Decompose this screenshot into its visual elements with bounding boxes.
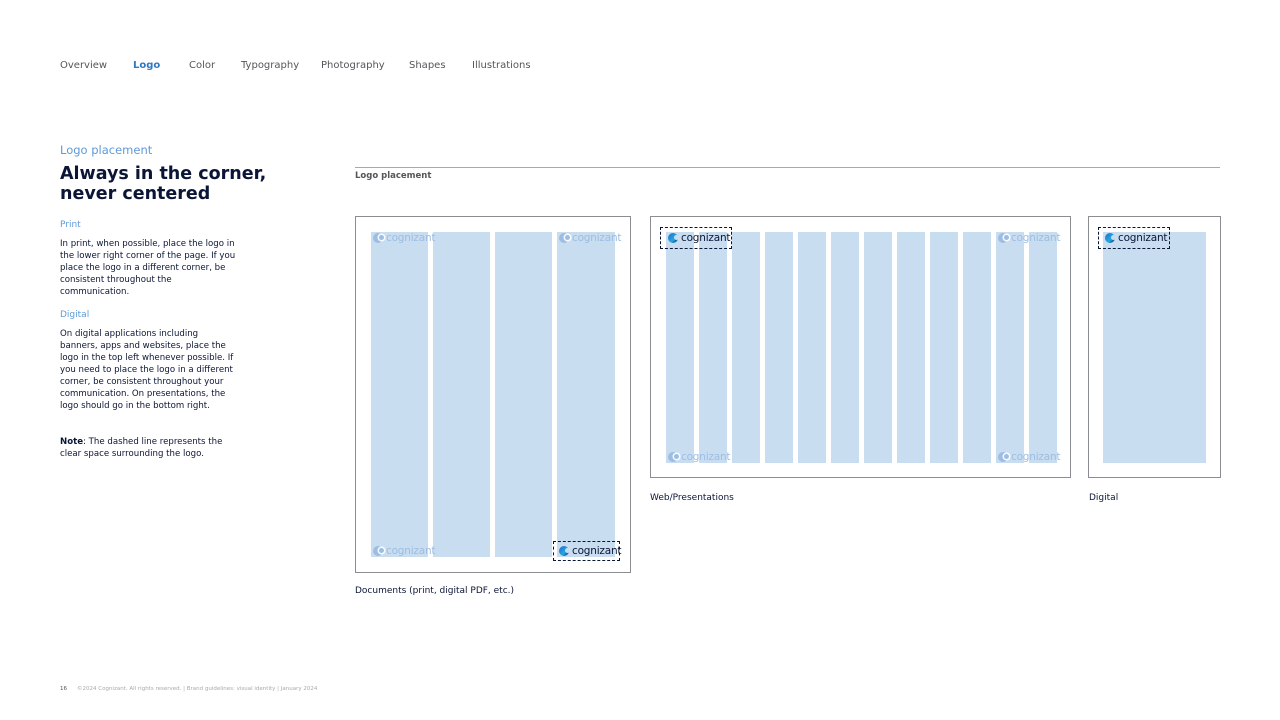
cognizant-logo-icon [668,452,679,462]
ghost-logo-bottom-left: cognizant [373,545,436,557]
clear-space-box [1098,227,1170,249]
ghost-logo-bottom-right: cognizant [998,451,1061,463]
digital-heading: Digital [60,310,90,320]
ghost-logo-top-left: cognizant [373,232,436,244]
grid-column [557,232,615,557]
grid-column [798,232,826,463]
web-caption: Web/Presentations [650,493,734,503]
footer-text: ©2024 Cognizant. All rights reserved. | … [77,686,318,692]
cognizant-logo-icon [998,452,1009,462]
ghost-logo-top-right: cognizant [559,232,622,244]
cognizant-logo-icon [373,233,384,243]
nav-illustrations[interactable]: Illustrations [472,60,531,71]
documents-caption: Documents (print, digital PDF, etc.) [355,586,515,596]
print-text: In print, when possible, place the logo … [60,239,236,297]
grid-column [765,232,793,463]
print-heading: Print [60,220,81,230]
logo-bottom-right: cognizant [559,545,622,557]
grid-column [1103,232,1206,463]
section-eyebrow: Logo placement [60,143,153,157]
digital-grid: cognizant [1098,227,1206,463]
grid-column [996,232,1024,463]
page-title: Always in the corner, never centered [60,164,267,204]
clear-space-box [553,541,620,561]
documents-grid: cognizant cognizant cognizant cognizant [371,232,622,561]
ghost-logo-top-right: cognizant [998,232,1061,244]
nav-photography[interactable]: Photography [321,60,385,71]
digital-example: cognizant [1088,216,1221,478]
nav-overview[interactable]: Overview [60,60,108,71]
nav-shapes[interactable]: Shapes [409,60,446,71]
grid-column [371,232,428,557]
grid-column [831,232,859,463]
page-number: 16 [60,686,67,692]
cognizant-logo-icon [998,233,1009,243]
grid-column [1029,232,1057,463]
clear-space-box [660,227,732,249]
cognizant-logo-icon [559,546,570,556]
cognizant-logo-icon [373,546,384,556]
web-presentations-example: cognizant cognizant cognizant cognizant [650,216,1071,478]
nav-color[interactable]: Color [189,60,216,71]
note-body: : The dashed line represents the clear s… [60,437,223,459]
logo-top-left: cognizant [668,232,731,244]
examples-label: Logo placement [355,171,432,181]
nav-typography[interactable]: Typography [241,60,300,71]
logo-top-left: cognizant [1105,232,1168,244]
grid-column [699,232,727,463]
ghost-logo-bottom-left: cognizant [668,451,731,463]
grid-column [930,232,958,463]
cognizant-logo-icon [559,233,570,243]
grid-column [732,232,760,463]
grid-column [433,232,490,557]
section-divider [355,167,1220,168]
web-grid: cognizant cognizant cognizant cognizant [660,227,1061,463]
note-text: Note: The dashed line represents the cle… [60,436,238,460]
digital-text: On digital applications including banner… [60,329,234,411]
grid-column [897,232,925,463]
digital-caption: Digital [1089,493,1119,503]
grid-column [495,232,552,557]
page-footer: 16 ©2024 Cognizant. All rights reserved. … [60,686,317,692]
grid-column [963,232,991,463]
cognizant-logo-icon [668,233,679,243]
documents-example: cognizant cognizant cognizant cognizant [355,216,631,573]
grid-column [864,232,892,463]
grid-column [666,232,694,463]
note-label: Note [60,437,84,447]
cognizant-logo-icon [1105,233,1116,243]
nav-logo[interactable]: Logo [133,60,161,71]
